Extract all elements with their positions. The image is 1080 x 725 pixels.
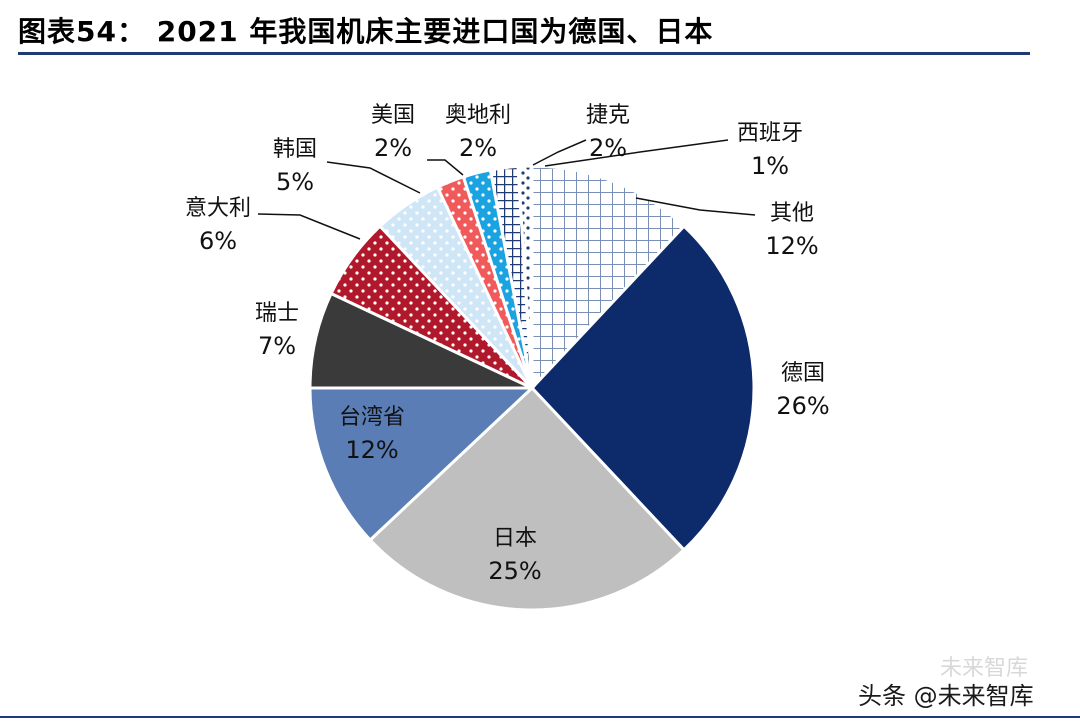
slice-label-slice-4: 瑞士 [255, 301, 299, 326]
watermark-ghost: 未来智库 [940, 656, 1029, 681]
slice-label-slice-2: 日本 [493, 526, 537, 551]
slice-pct-label-slice-0: 12% [765, 232, 818, 260]
slice-pct-label-slice-3: 12% [345, 436, 398, 464]
slice-pct-label-slice-1: 26% [776, 392, 829, 420]
pie-slice-pattern-slice-6 [380, 187, 532, 388]
leader-line-slice-10 [544, 139, 729, 167]
pie-slice-pattern-slice-8 [463, 169, 532, 388]
slice-pct-label-slice-5: 6% [199, 227, 237, 255]
leader-line-slice-6 [326, 161, 421, 194]
slice-label-slice-10: 西班牙 [737, 121, 803, 146]
slice-label-slice-3: 台湾省 [339, 405, 405, 430]
slice-pct-label-slice-6: 5% [276, 168, 314, 196]
pie-slice-slice-10 [516, 164, 534, 389]
chart-title: 图表54： 2021 年我国机床主要进口国为德国、日本 [18, 15, 714, 48]
slice-pct-label-slice-8: 2% [459, 134, 497, 162]
slice-pct-label-slice-2: 25% [488, 557, 541, 585]
slice-pct-label-slice-9: 2% [589, 134, 627, 162]
slice-pct-label-slice-4: 7% [258, 332, 296, 360]
leader-line-slice-5 [257, 213, 361, 240]
slice-label-slice-1: 德国 [781, 361, 825, 386]
pie-slice-slice-1 [529, 224, 756, 552]
leader-line-slice-0 [635, 197, 756, 216]
slice-label-slice-8: 奥地利 [445, 103, 511, 128]
slice-pct-label-slice-10: 1% [751, 152, 789, 180]
pie-slice-pattern-slice-7 [437, 176, 532, 388]
watermark: 头条 @未来智库 [858, 682, 1034, 710]
slice-label-slice-9: 捷克 [586, 103, 630, 128]
title-divider [18, 52, 1030, 55]
pie-slice-slice-3 [308, 386, 536, 543]
slice-label-slice-7: 美国 [371, 103, 415, 128]
slice-label-slice-0: 其他 [770, 201, 814, 226]
leader-line-slice-9 [532, 139, 587, 166]
slice-label-slice-6: 韩国 [273, 137, 317, 162]
bottom-divider [0, 716, 1080, 718]
pie-slice-pattern-slice-5 [331, 226, 532, 388]
pie-slice-slice-2 [368, 385, 687, 612]
slice-pct-label-slice-7: 2% [374, 134, 412, 162]
pie-slice-slice-0 [530, 164, 687, 392]
leader-line-slice-7 [427, 159, 464, 176]
slice-label-slice-5: 意大利 [185, 196, 251, 221]
